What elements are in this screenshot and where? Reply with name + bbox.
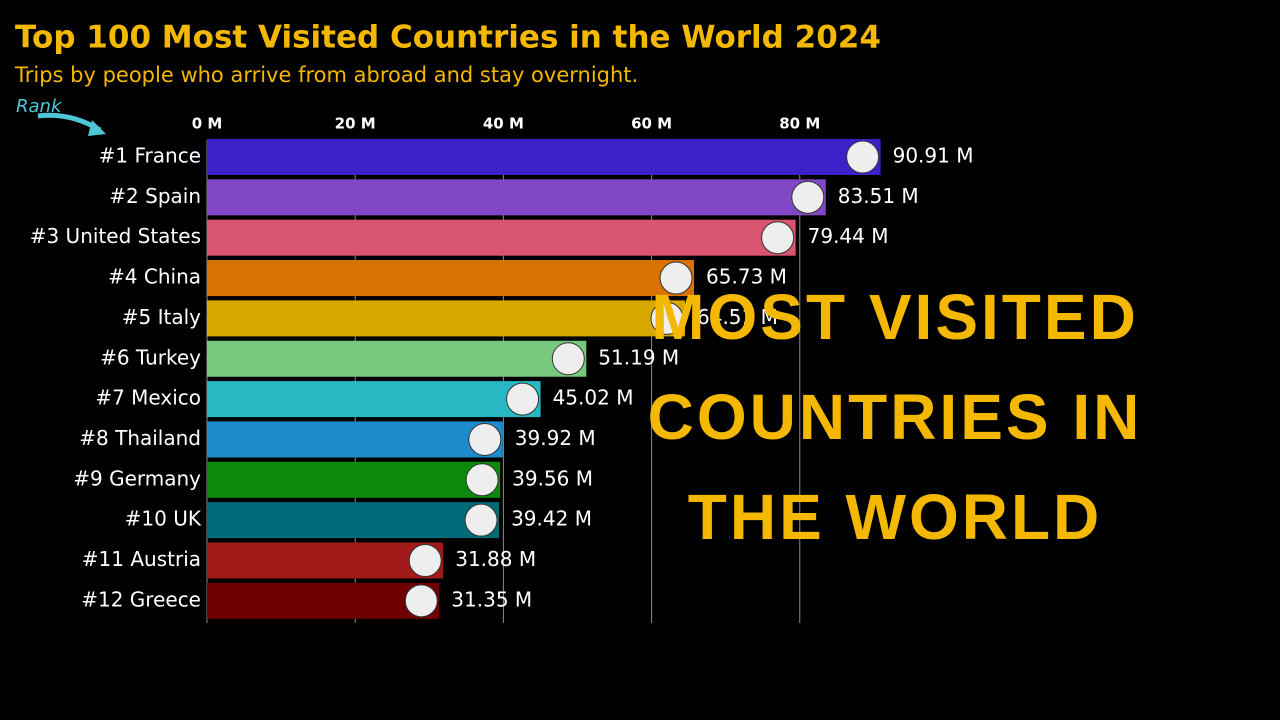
- overlay-text: MOST VISITED: [651, 281, 1139, 353]
- category-label: #12 Greece: [81, 587, 201, 611]
- overlay-text: THE WORLD: [688, 481, 1103, 553]
- bar: [207, 421, 503, 458]
- bar: [207, 461, 501, 498]
- value-label: 39.92 M: [515, 426, 596, 450]
- flag-icon: [659, 261, 693, 295]
- flag-icon: [506, 382, 540, 416]
- bar: [207, 179, 826, 216]
- flag-icon: [464, 503, 498, 537]
- category-label: #2 Spain: [109, 184, 201, 208]
- value-label: 31.88 M: [455, 547, 536, 571]
- flag-icon: [761, 221, 795, 255]
- x-tick-label: 0 M: [192, 115, 223, 133]
- chart-subtitle: Trips by people who arrive from abroad a…: [14, 63, 638, 87]
- flag-icon: [404, 584, 438, 618]
- value-label: 51.19 M: [598, 345, 679, 369]
- value-label: 90.91 M: [893, 144, 974, 168]
- flag-icon: [650, 301, 684, 335]
- bar: [207, 139, 881, 175]
- category-label: #6 Turkey: [100, 345, 201, 369]
- category-label: #3 United States: [30, 224, 201, 248]
- chart-title: Top 100 Most Visited Countries in the Wo…: [15, 20, 881, 56]
- category-label: #8 Thailand: [79, 426, 201, 450]
- category-label: #4 China: [108, 265, 201, 289]
- rank-label: Rank: [16, 96, 63, 117]
- bar: [207, 219, 796, 256]
- bar: [207, 582, 440, 619]
- x-tick-label: 60 M: [631, 115, 672, 133]
- flag-icon: [846, 140, 880, 174]
- value-label: 79.44 M: [808, 224, 889, 248]
- value-label: 83.51 M: [838, 184, 919, 208]
- rank-arrow-head: [88, 120, 106, 136]
- value-label: 39.42 M: [511, 507, 592, 531]
- x-tick-label: 20 M: [335, 115, 376, 133]
- overlay: MOST VISITED COUNTRIES IN THE WORLD: [648, 281, 1143, 553]
- category-label: #9 Germany: [73, 466, 201, 490]
- bar: [207, 260, 695, 297]
- category-label: #11 Austria: [82, 547, 201, 571]
- plot: 0 M 20 M 40 M 60 M 80 M #1 France 90.91 M #2 Sp…: [30, 115, 974, 623]
- value-label: 39.56 M: [512, 466, 593, 490]
- category-label: #1 France: [99, 144, 201, 168]
- category-label: #5 Italy: [122, 305, 201, 329]
- bar: [207, 502, 500, 539]
- bar: [207, 542, 444, 579]
- category-label: #10 UK: [125, 507, 202, 531]
- flag-icon: [465, 463, 499, 497]
- overlay-text: COUNTRIES IN: [648, 381, 1143, 453]
- value-label: 31.35 M: [451, 587, 532, 611]
- x-tick-label: 40 M: [483, 115, 524, 133]
- x-tick-label: 80 M: [779, 115, 820, 133]
- flag-icon: [468, 422, 502, 456]
- flag-icon: [408, 544, 442, 577]
- value-label: 45.02 M: [553, 386, 634, 410]
- category-label: #7 Mexico: [95, 386, 201, 410]
- value-label: 65.73 M: [706, 265, 787, 289]
- value-label: 64.51 M: [697, 305, 778, 329]
- flag-icon: [791, 180, 825, 214]
- flag-icon: [551, 342, 585, 376]
- bar: [207, 340, 587, 377]
- bar: [207, 381, 541, 418]
- bar: [207, 300, 686, 337]
